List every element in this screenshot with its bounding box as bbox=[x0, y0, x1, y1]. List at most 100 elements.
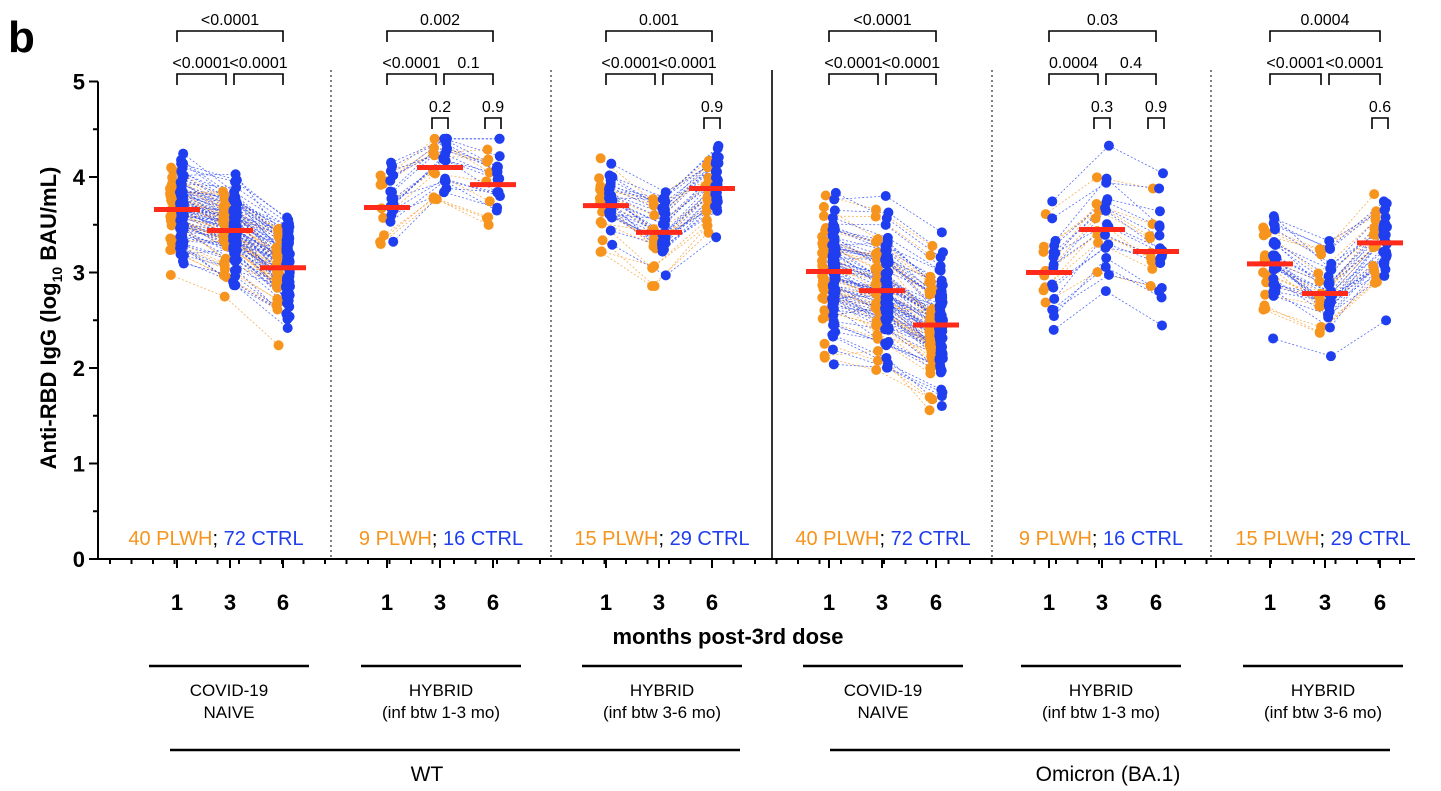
ctrl-point bbox=[1325, 263, 1336, 274]
ctrl-point bbox=[388, 236, 399, 247]
plwh-point bbox=[927, 240, 938, 251]
subject-line bbox=[381, 138, 490, 181]
subject-line bbox=[824, 292, 931, 346]
ctrl-point bbox=[1050, 248, 1061, 259]
subject-line bbox=[832, 264, 943, 320]
ctrl-point bbox=[1379, 270, 1390, 281]
plwh-point bbox=[819, 350, 830, 361]
plwh-point bbox=[818, 201, 829, 212]
plwh-point bbox=[1313, 268, 1324, 279]
subject-line bbox=[1043, 205, 1153, 253]
subject-line bbox=[181, 197, 289, 258]
plwh-point bbox=[925, 368, 936, 379]
plwh-point bbox=[701, 215, 712, 226]
month-tick-label: 3 bbox=[653, 590, 665, 615]
bracket-pair-6 bbox=[1147, 117, 1165, 129]
plwh-point bbox=[218, 186, 229, 197]
ctrl-point bbox=[1048, 305, 1059, 316]
subject-line bbox=[610, 210, 718, 247]
subject-line bbox=[609, 145, 719, 200]
ctrl-count: 29 CTRL bbox=[1331, 528, 1411, 550]
month-tick-label: 6 bbox=[1374, 590, 1386, 615]
subject-line bbox=[822, 272, 930, 338]
count-separator: ; bbox=[432, 528, 443, 550]
plwh-point bbox=[925, 340, 936, 351]
plwh-point bbox=[483, 212, 494, 223]
plwh-point bbox=[817, 313, 828, 324]
bracket-1-vs-6 bbox=[1269, 30, 1381, 42]
ctrl-point bbox=[494, 133, 505, 144]
ctrl-point bbox=[607, 239, 618, 250]
count-separator: ; bbox=[879, 528, 890, 550]
subject-line bbox=[598, 165, 708, 231]
bracket-pair-6 bbox=[1371, 117, 1389, 129]
ctrl-point bbox=[492, 202, 503, 213]
ctrl-point bbox=[828, 245, 839, 256]
bracket-pair-3-label: 0.3 bbox=[1091, 99, 1113, 116]
plwh-point bbox=[1368, 229, 1379, 240]
ctrl-point bbox=[494, 151, 505, 162]
ctrl-point bbox=[1270, 286, 1281, 297]
plwh-point bbox=[1259, 252, 1270, 263]
ctrl-point bbox=[882, 358, 893, 369]
month-tick-label: 6 bbox=[277, 590, 289, 615]
bracket-1-vs-6-label: <0.0001 bbox=[853, 12, 911, 29]
month-tick-label: 1 bbox=[171, 590, 183, 615]
plwh-point bbox=[220, 199, 231, 210]
plwh-point bbox=[1368, 260, 1379, 271]
group-label-line2: NAIVE bbox=[203, 703, 254, 722]
bracket-pair-3 bbox=[1093, 117, 1111, 129]
month-tick-label: 1 bbox=[1264, 590, 1276, 615]
bracket-1-vs-6-label: 0.002 bbox=[420, 12, 460, 29]
ctrl-point bbox=[881, 258, 892, 269]
variant-labels: WT Omicron (BA.1) bbox=[170, 748, 1390, 786]
ctrl-point bbox=[711, 232, 722, 243]
y-axis-label-main: Anti-RBD IgG (log bbox=[36, 282, 61, 469]
sample-count: 40 PLWH; 72 CTRL bbox=[795, 528, 970, 550]
plwh-point bbox=[165, 183, 176, 194]
ctrl-point bbox=[1100, 242, 1111, 253]
ctrl-point bbox=[880, 191, 891, 202]
plwh-point bbox=[167, 172, 178, 183]
sample-count: 9 PLWH; 16 CTRL bbox=[359, 528, 523, 550]
plwh-point bbox=[595, 153, 606, 164]
ctrl-point bbox=[934, 355, 945, 366]
ctrl-point bbox=[827, 344, 838, 355]
subject-line bbox=[1276, 236, 1385, 303]
ctrl-point bbox=[605, 175, 616, 186]
plwh-point bbox=[870, 204, 881, 215]
subject-line bbox=[180, 242, 287, 298]
plwh-point bbox=[703, 172, 714, 183]
ctrl-point bbox=[1047, 196, 1058, 207]
subject-line bbox=[834, 195, 943, 233]
subject-line bbox=[170, 274, 279, 346]
subject-line bbox=[1263, 193, 1375, 255]
subject-line bbox=[835, 331, 941, 370]
bracket-1-vs-3 bbox=[386, 73, 437, 85]
y-tick-label: 5 bbox=[73, 70, 85, 95]
plwh-point bbox=[271, 244, 282, 255]
plwh-point bbox=[1090, 213, 1101, 224]
count-separator: ; bbox=[1319, 528, 1330, 550]
plwh-point bbox=[872, 333, 883, 344]
variant-label: Omicron (BA.1) bbox=[1036, 763, 1181, 786]
ctrl-point bbox=[606, 158, 617, 169]
ctrl-point bbox=[711, 159, 722, 170]
y-tick-label: 2 bbox=[73, 356, 85, 381]
ctrl-point bbox=[1101, 219, 1112, 230]
bracket-pair-6-label: 0.6 bbox=[1369, 99, 1391, 116]
plwh-point bbox=[873, 345, 884, 356]
subject-line bbox=[1273, 203, 1387, 250]
ctrl-point bbox=[711, 151, 722, 162]
ctrl-point bbox=[1101, 177, 1112, 188]
subject-line bbox=[172, 218, 277, 286]
ctrl-point bbox=[1268, 273, 1279, 284]
bracket-1-vs-3-label: 0.0004 bbox=[1049, 55, 1098, 72]
subject-line bbox=[181, 163, 289, 221]
plwh-point bbox=[483, 219, 494, 230]
subject-line bbox=[173, 187, 279, 235]
plwh-point bbox=[817, 292, 828, 303]
ctrl-point bbox=[282, 212, 293, 223]
subject-line bbox=[1273, 253, 1387, 308]
x-axis: 1 3 6 1 3 6 1 3 6 1 3 6 1 3 6 1 3 6 bbox=[98, 558, 1415, 615]
